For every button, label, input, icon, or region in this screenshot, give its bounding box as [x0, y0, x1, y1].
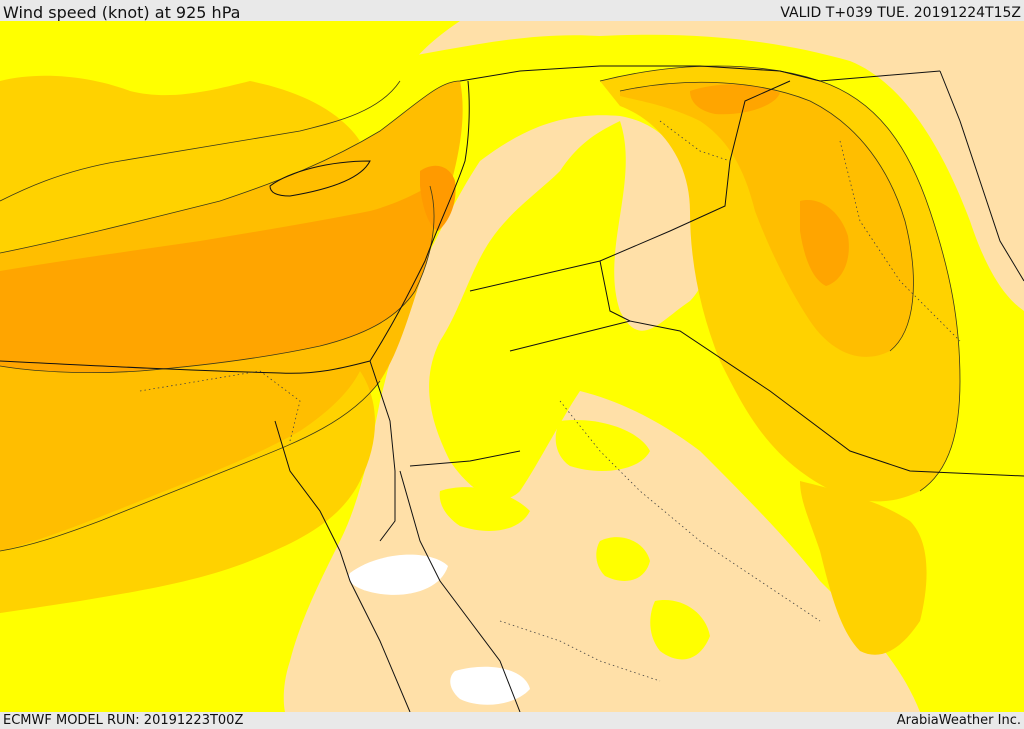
yellow-patch-4: [439, 487, 530, 531]
contour-6: [0, 80, 401, 202]
coastline-cyprus: [269, 160, 371, 197]
band-orange-core: [0, 186, 435, 373]
band-orange-iraq-core: [800, 200, 849, 286]
admin-boundaries: [139, 120, 961, 682]
contour-5: [619, 81, 914, 352]
contour-4: [599, 65, 961, 492]
yellow-patch-5: [146, 657, 205, 688]
wind-speed-map: [0, 21, 1024, 712]
calm-area-south: [450, 666, 530, 705]
model-run-label: ECMWF MODEL RUN: 20191223T00Z: [3, 713, 244, 728]
border-turkey-south: [459, 65, 941, 82]
borders: [0, 65, 1024, 712]
band-amber-iraq: [620, 82, 914, 357]
coastline-redsea-east: [399, 470, 521, 712]
admin-line-3: [659, 120, 731, 162]
border-egypt-israel: [369, 360, 396, 542]
band-gold-mediterranean: [0, 75, 360, 253]
footer-bar: ECMWF MODEL RUN: 20191223T00Z ArabiaWeat…: [0, 712, 1024, 729]
yellow-patch-3: [650, 600, 710, 660]
yellow-patch-2: [596, 537, 650, 581]
border-jordan-saudi: [409, 450, 521, 467]
admin-line-5: [499, 620, 661, 682]
wind-contours: [0, 65, 961, 552]
border-iran-iraq: [939, 70, 1024, 282]
wind-map-canvas: [0, 21, 1024, 712]
band-orange-north-iraq: [690, 84, 780, 115]
coastline-mediterranean: [0, 80, 470, 374]
yellow-patch-1: [555, 420, 650, 471]
valid-time-label: VALID T+039 TUE. 20191224T15Z: [780, 5, 1021, 21]
contour-3: [0, 380, 381, 552]
admin-line-1: [139, 370, 301, 442]
band-gold-libya: [0, 371, 375, 613]
coastline-redsea-west: [274, 420, 411, 712]
credit-label: ArabiaWeather Inc.: [896, 713, 1021, 728]
band-orange-levant: [420, 165, 456, 231]
admin-line-4: [839, 140, 961, 342]
map-title: Wind speed (knot) at 925 hPa: [3, 3, 241, 22]
contour-1: [0, 80, 461, 254]
calm-area-redsea: [348, 554, 448, 595]
contour-2: [0, 185, 435, 374]
border-jordan-iraq: [599, 260, 631, 322]
band-gold-gulf: [800, 481, 927, 655]
header-bar: Wind speed (knot) at 925 hPa VALID T+039…: [0, 0, 1024, 22]
